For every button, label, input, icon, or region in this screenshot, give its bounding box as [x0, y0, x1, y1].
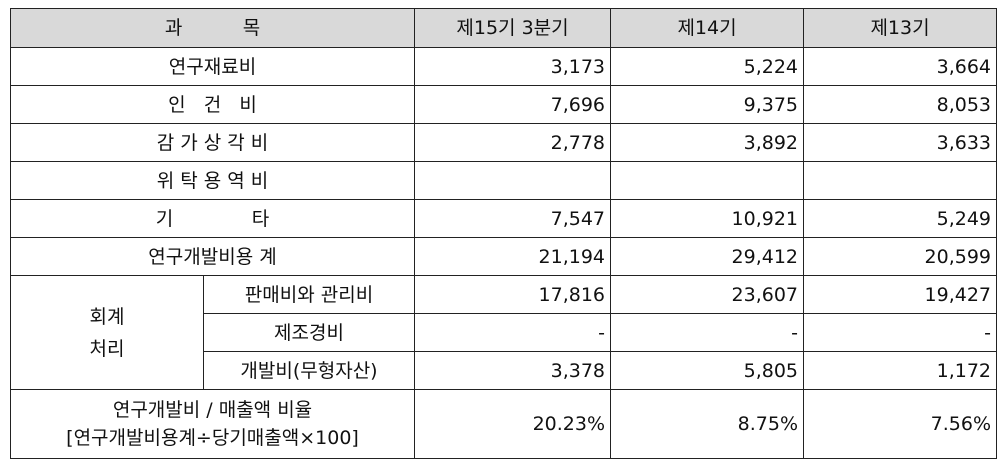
cell-value: 7,547 [414, 199, 612, 238]
table-row: 연구개발비 / 매출액 비율 [연구개발비용계÷당기매출액×100] 20.23… [9, 389, 998, 459]
table-row: 제조경비 - - - [11, 313, 998, 352]
ratio-label-line2: [연구개발비용계÷당기매출액×100] [66, 427, 359, 449]
cell-value [803, 161, 998, 200]
table-row: 위 탁 용 역 비 [9, 161, 998, 200]
row-label: 판매비와 관리비 [202, 275, 416, 314]
table-row: 연구개발비용 계 21,194 29,412 20,599 [9, 237, 998, 276]
header-row: 과 목 제15기 3분기 제14기 제13기 [9, 8, 998, 48]
rnd-expense-table: 과 목 제15기 3분기 제14기 제13기 연구재료비 3,173 5,224… [9, 8, 998, 459]
cell-value [414, 161, 612, 200]
cell-value: 8.75% [610, 389, 805, 459]
cell-value: 1,172 [803, 351, 998, 390]
cell-value [610, 161, 805, 200]
cell-value: - [803, 313, 998, 352]
ratio-label: 연구개발비 / 매출액 비율 [연구개발비용계÷당기매출액×100] [9, 389, 416, 459]
cell-value: 5,249 [803, 199, 998, 238]
cell-value: 17,816 [414, 275, 612, 314]
header-13: 제13기 [803, 8, 998, 48]
cell-value: 21,194 [414, 237, 612, 276]
cell-value: - [414, 313, 612, 352]
cell-value: 23,607 [610, 275, 805, 314]
cell-value: 29,412 [610, 237, 805, 276]
row-label: 연구재료비 [9, 47, 416, 86]
cell-value: 3,633 [803, 123, 998, 162]
cell-value: 5,224 [610, 47, 805, 86]
cell-value: 8,053 [803, 85, 998, 124]
table-row: 감 가 상 각 비 2,778 3,892 3,633 [9, 123, 998, 162]
table-row: 기 타 7,547 10,921 5,249 [9, 199, 998, 238]
cell-value: 19,427 [803, 275, 998, 314]
table-row: 인 건 비 7,696 9,375 8,053 [9, 85, 998, 124]
row-label: 위 탁 용 역 비 [9, 161, 416, 200]
header-q3-15: 제15기 3분기 [414, 8, 612, 48]
header-subject: 과 목 [9, 8, 416, 48]
row-label: 연구개발비용 계 [9, 237, 416, 276]
cell-value: 9,375 [610, 85, 805, 124]
row-label: 감 가 상 각 비 [9, 123, 416, 162]
cell-value: 5,805 [610, 351, 805, 390]
cell-value: - [610, 313, 805, 352]
cell-value: 10,921 [610, 199, 805, 238]
table-row: 연구재료비 3,173 5,224 3,664 [9, 47, 998, 86]
cell-value: 3,378 [414, 351, 612, 390]
cell-value: 2,778 [414, 123, 612, 162]
table-row: 회계 처리 판매비와 관리비 17,816 23,607 19,427 [10, 275, 998, 390]
cell-value: 7,696 [414, 85, 612, 124]
cell-value: 20,599 [803, 237, 998, 276]
row-label: 개발비(무형자산) [202, 351, 416, 390]
row-label: 인 건 비 [9, 85, 416, 124]
cell-value: 7.56% [803, 389, 998, 459]
row-label: 제조경비 [202, 313, 416, 352]
cell-value: 3,664 [803, 47, 998, 86]
cell-value: 3,173 [414, 47, 612, 86]
accounting-group-label: 회계 처리 [10, 275, 204, 390]
header-14: 제14기 [610, 8, 805, 48]
cell-value: 3,892 [610, 123, 805, 162]
cell-value: 20.23% [414, 389, 612, 459]
row-label: 기 타 [9, 199, 416, 238]
ratio-label-line1: 연구개발비 / 매출액 비율 [112, 399, 313, 421]
